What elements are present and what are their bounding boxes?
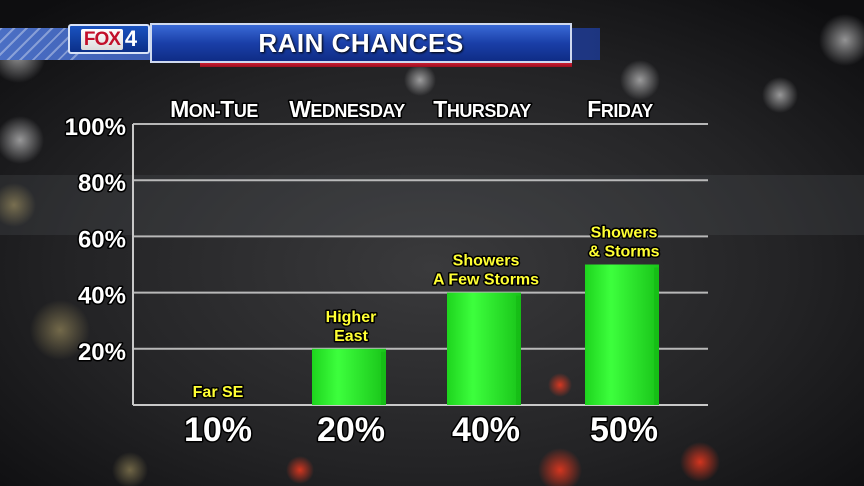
title-banner: RAIN CHANCES xyxy=(150,23,572,63)
bar-shading xyxy=(381,351,386,405)
y-tick-label: 100% xyxy=(65,114,126,141)
chart-category-labels: MON-TUE WEDNESDAY THURSDAY FRIDAY xyxy=(169,95,656,124)
chart-bars xyxy=(312,264,659,405)
annotation-line: A Few Storms xyxy=(433,272,539,289)
category-label: WEDNESDAY xyxy=(289,96,405,122)
bar xyxy=(312,348,386,405)
chart-y-axis: 20% 40% 60% 80% 100% xyxy=(63,113,127,368)
bar xyxy=(585,264,659,405)
chart-value-labels: 10% 20% 40% 50% xyxy=(182,410,659,451)
y-tick-label: 80% xyxy=(78,170,126,197)
y-tick-label: 20% xyxy=(78,339,126,366)
annotation-line: & Storms xyxy=(588,244,659,261)
annotation-line: Higher xyxy=(326,309,377,326)
category-label: THURSDAY xyxy=(433,96,531,122)
logo-text: FOX xyxy=(80,28,123,50)
header-red-underline xyxy=(200,61,572,67)
value-label: 50% xyxy=(590,411,658,449)
annotation-line: Showers xyxy=(453,253,520,270)
annotation-line: Far SE xyxy=(193,384,244,401)
fox4-logo: FOX 4 xyxy=(68,24,150,54)
y-tick-label: 40% xyxy=(78,283,126,310)
annotation-line: East xyxy=(334,328,368,345)
value-label: 20% xyxy=(317,411,385,449)
chart-annotations: Far SE Higher East Showers A Few Storms Showe… xyxy=(191,223,661,403)
category-label: MON-TUE xyxy=(170,96,258,122)
annotation-line: Showers xyxy=(591,225,658,242)
category-label: FRIDAY xyxy=(587,96,653,122)
bar-shading xyxy=(516,295,521,405)
value-label: 40% xyxy=(452,411,520,449)
logo-number: 4 xyxy=(124,26,138,51)
header-stripe-pattern xyxy=(0,28,80,60)
bar xyxy=(447,292,521,405)
value-label: 10% xyxy=(184,411,252,449)
bar-shading xyxy=(654,267,659,405)
y-tick-label: 60% xyxy=(78,226,126,253)
page-title: RAIN CHANCES xyxy=(258,27,464,58)
